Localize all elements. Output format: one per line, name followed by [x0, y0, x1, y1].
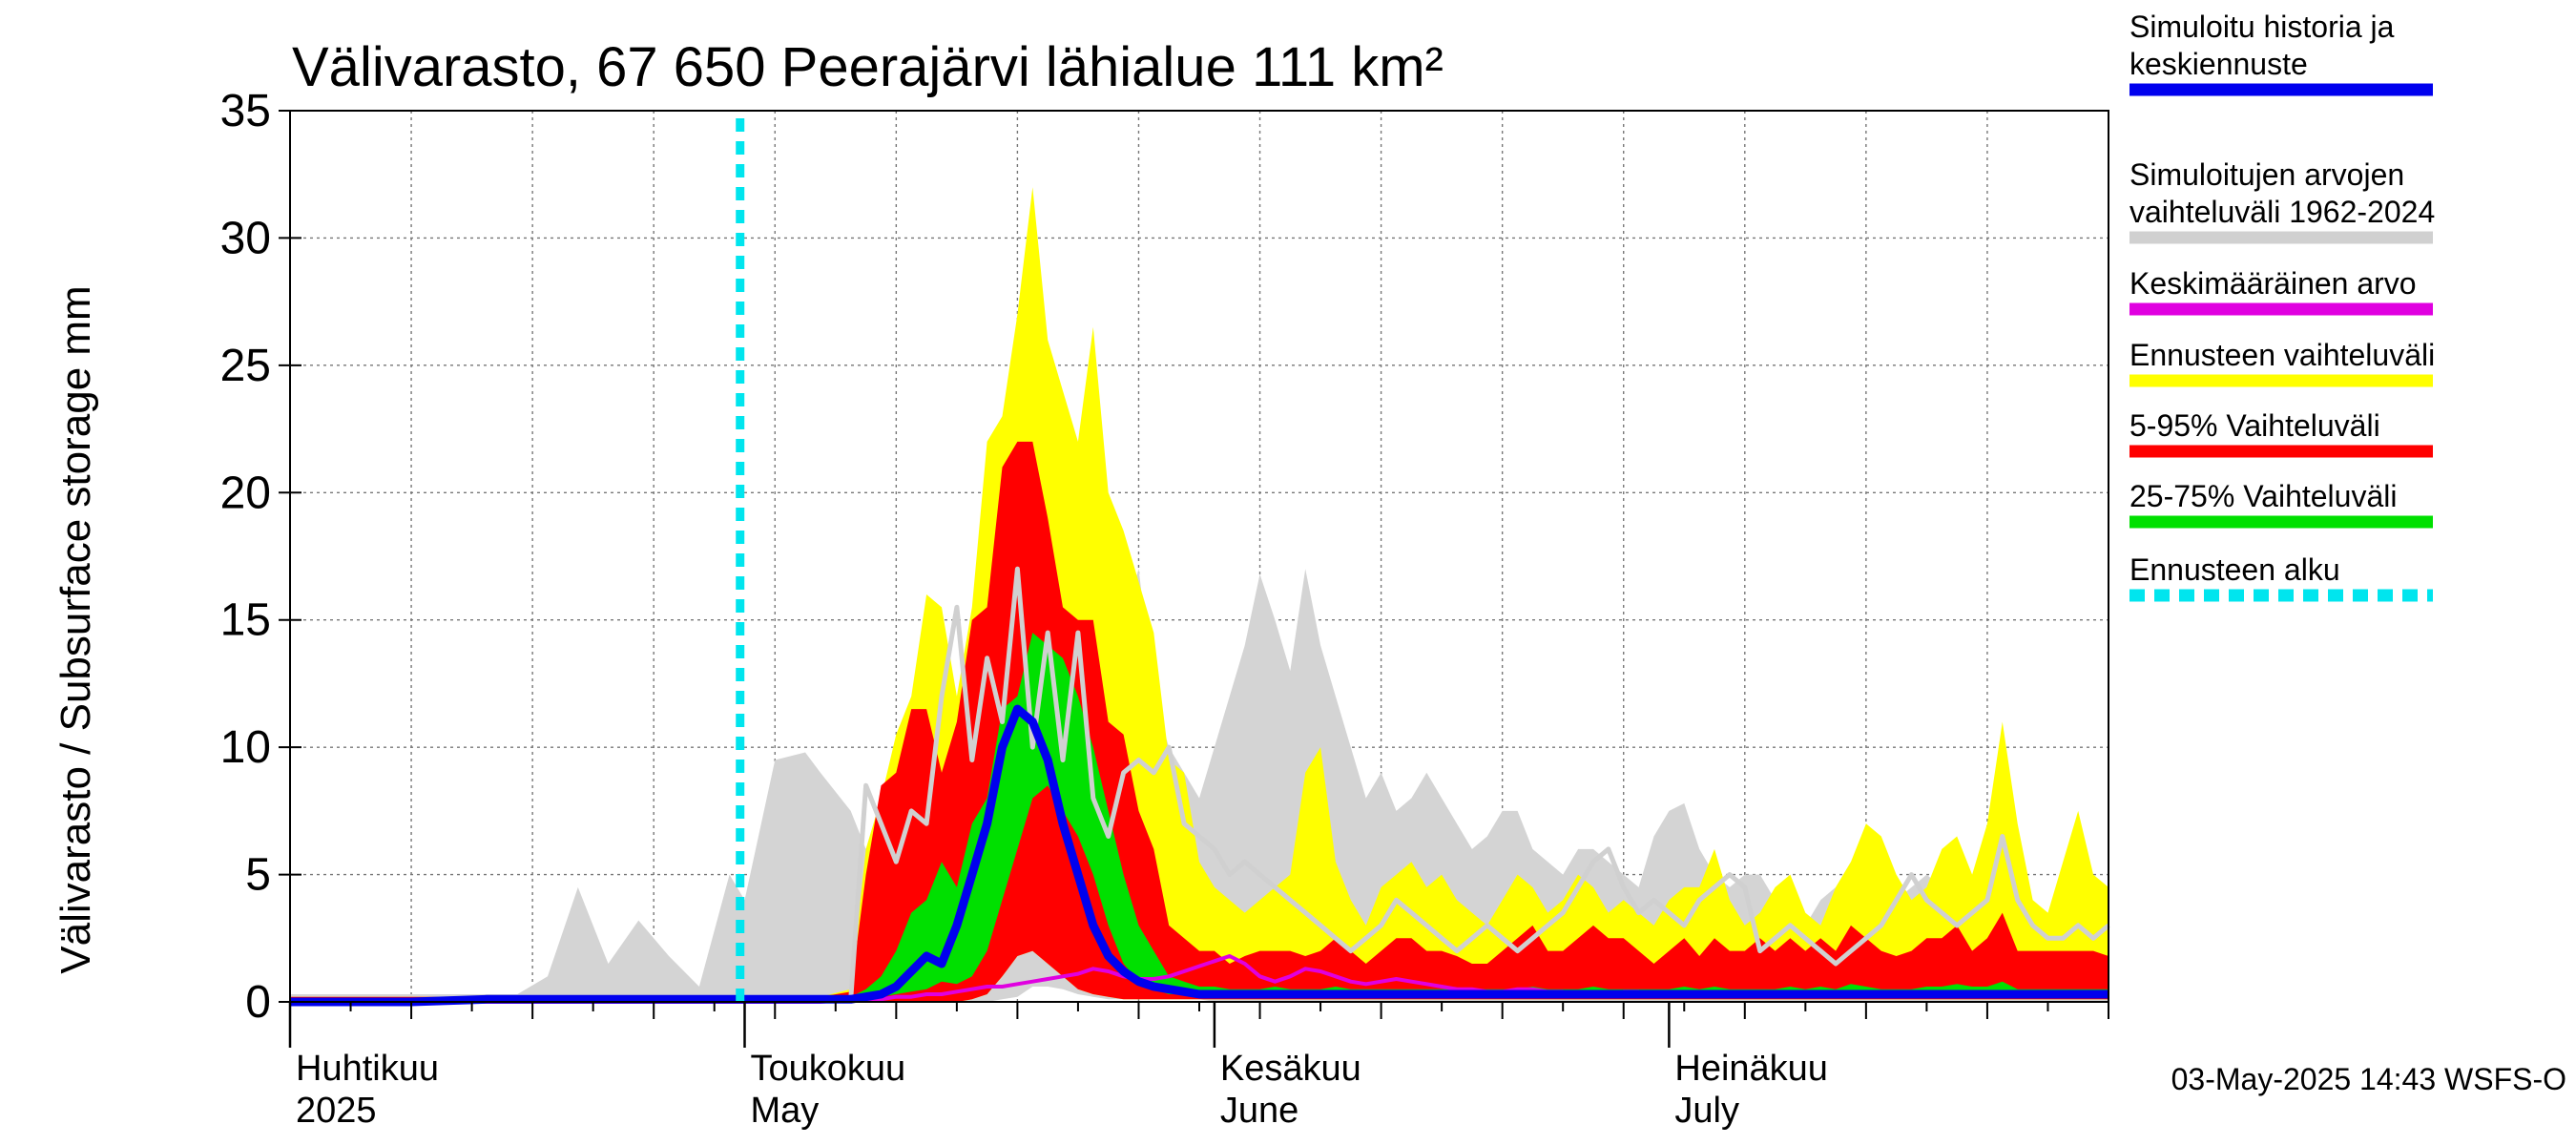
legend-label: vaihteluväli 1962-2024 [2129, 195, 2435, 229]
month-label-en: May [751, 1091, 820, 1131]
legend-label: keskiennuste [2129, 47, 2308, 81]
legend-label: Keskimääräinen arvo [2129, 266, 2417, 301]
legend-label: Ennusteen alku [2129, 552, 2340, 587]
legend-label: 25-75% Vaihteluväli [2129, 479, 2397, 513]
month-label-en: 2025 [296, 1091, 377, 1131]
historical-range-band [290, 569, 2109, 1002]
y-tick-label: 25 [220, 341, 271, 391]
month-label-en: June [1220, 1091, 1298, 1131]
y-axis-label: Välivarasto / Subsurface storage mm [52, 285, 99, 973]
y-tick-label: 0 [245, 977, 271, 1028]
timestamp-label: 03-May-2025 14:43 WSFS-O [2171, 1062, 2566, 1096]
plot-area [289, 110, 2110, 1007]
month-label-fi: Huhtikuu [296, 1049, 439, 1089]
median-forecast-line [290, 704, 2109, 1007]
month-label-fi: Toukokuu [751, 1049, 906, 1089]
y-tick-label: 30 [220, 213, 271, 263]
forecast-range-band [290, 187, 2109, 1003]
y-tick-label: 35 [220, 86, 271, 136]
month-label-en: July [1674, 1091, 1739, 1131]
forecast-5-95-band [290, 441, 2109, 1002]
month-label-fi: Heinäkuu [1674, 1049, 1828, 1089]
historical-simulation-line [290, 566, 2110, 1005]
y-tick-label: 5 [245, 850, 271, 901]
y-tick-label: 20 [220, 468, 271, 518]
legend-label: Simuloitujen arvojen [2129, 157, 2404, 192]
y-tick-label: 10 [220, 722, 271, 773]
legend-label: 5-95% Vaihteluväli [2129, 408, 2380, 443]
chart-title: Välivarasto, 67 650 Peerajärvi lähialue … [292, 36, 1444, 98]
legend-label: Simuloitu historia ja [2129, 10, 2395, 44]
month-label-fi: Kesäkuu [1220, 1049, 1361, 1089]
legend-label: Ennusteen vaihteluväli [2129, 338, 2435, 372]
y-axis: 0 5 10 15 20 25 30 35 [220, 86, 301, 1028]
y-tick-label: 15 [220, 595, 271, 646]
series-layer [290, 187, 2110, 1007]
